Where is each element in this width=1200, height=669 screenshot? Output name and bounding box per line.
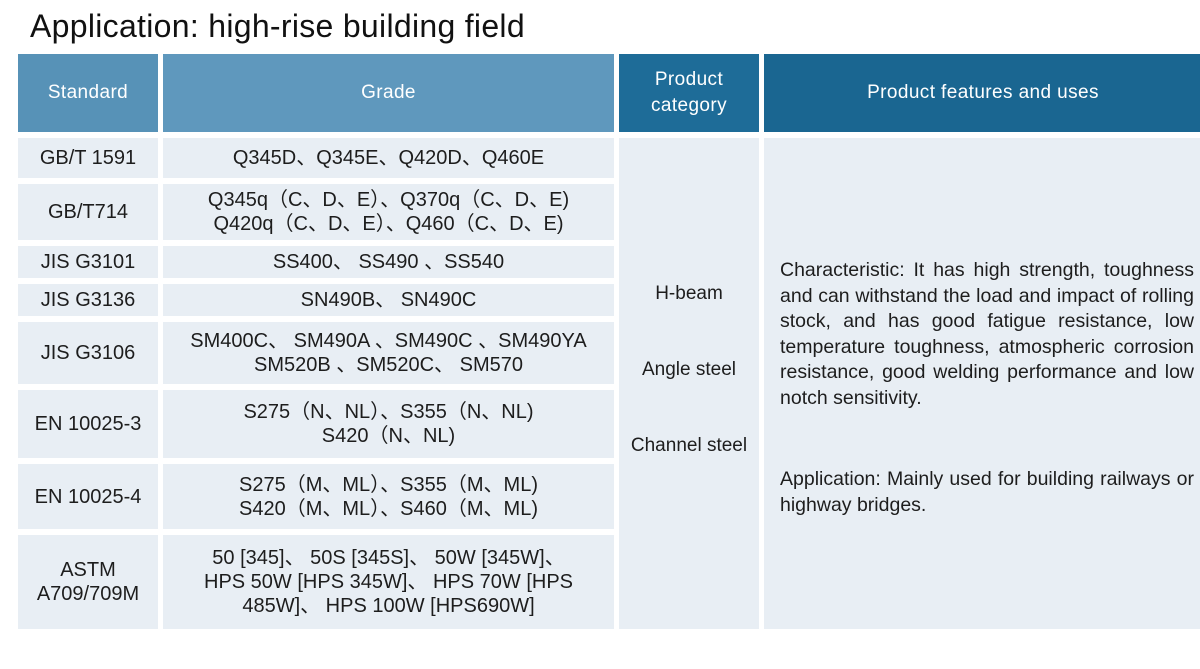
characteristic-text: Characteristic: It has high strength, to… (780, 259, 1194, 409)
grade-cell: S275（M、ML）、S355（M、ML) S420（M、ML）、S460（M、… (163, 464, 614, 529)
category-h-beam: H-beam (655, 282, 723, 304)
header-grade: Grade (163, 54, 614, 132)
product-category-cell: H-beam Angle steel Channel steel (619, 138, 759, 629)
grade-line: Q345D、Q345E、Q420D、Q460E (232, 147, 545, 169)
product-features-cell: Characteristic: It has high strength, to… (764, 138, 1200, 629)
grade-cell: SM400C、 SM490A 、SM490C 、SM490YA SM520B 、… (163, 322, 614, 384)
grade-line: SM520B 、SM520C、 SM570 (253, 354, 523, 376)
grade-cell: SN490B、 SN490C (163, 284, 614, 316)
grade-line: SS400、 SS490 、SS540 (272, 251, 505, 273)
category-angle-steel: Angle steel (641, 358, 736, 380)
application-text: Application: Mainly used for building ra… (780, 468, 1194, 516)
grade-line: SM400C、 SM490A 、SM490C 、SM490YA (190, 330, 587, 352)
grade-line: SN490B、 SN490C (300, 289, 477, 311)
standard-cell: GB/T 1591 (18, 138, 158, 178)
standard-cell: JIS G3106 (18, 322, 158, 384)
standard-line: ASTM (60, 559, 116, 581)
header-features: Product features and uses (764, 54, 1200, 132)
grade-line: S275（M、ML）、S355（M、ML) (239, 473, 538, 496)
grade-line: S420（N、NL) (321, 425, 456, 447)
header-product-category: Product category (619, 54, 759, 132)
grade-cell: Q345D、Q345E、Q420D、Q460E (163, 138, 614, 178)
standard-cell: EN 10025-4 (18, 464, 158, 529)
category-channel-steel: Channel steel (630, 434, 748, 456)
grade-cell: Q345q（C、D、E）、Q370q（C、D、E) Q420q（C、D、E）、Q… (163, 184, 614, 240)
standard-line: A709/709M (36, 583, 140, 605)
grade-line: 50 [345]、 50S [345S]、 50W [345W]、 (212, 547, 565, 569)
standard-cell: JIS G3101 (18, 246, 158, 278)
page-title: Application: high-rise building field (30, 8, 525, 44)
grade-line: S275（N、NL）、S355（N、NL) (243, 401, 534, 423)
grade-cell: SS400、 SS490 、SS540 (163, 246, 614, 278)
grade-line: HPS 50W [HPS 345W]、 HPS 70W [HPS (204, 571, 573, 593)
standard-cell: EN 10025-3 (18, 390, 158, 458)
grade-cell: S275（N、NL）、S355（N、NL) S420（N、NL) (163, 390, 614, 458)
grade-line: S420（M、ML）、S460（M、ML) (239, 497, 538, 520)
standard-cell: JIS G3136 (18, 284, 158, 316)
header-category-line2: category (650, 95, 728, 116)
grade-cell: 50 [345]、 50S [345S]、 50W [345W]、 HPS 50… (163, 535, 614, 629)
standard-cell: GB/T714 (18, 184, 158, 240)
spec-table: Standard Grade Product category Product … (18, 54, 1200, 629)
grade-line: 485W]、 HPS 100W [HPS690W] (242, 595, 535, 617)
header-standard: Standard (18, 54, 158, 132)
standard-cell: ASTM A709/709M (18, 535, 158, 629)
grade-line: Q420q（C、D、E）、Q460（C、D、E) (213, 213, 564, 235)
grade-line: Q345q（C、D、E）、Q370q（C、D、E) (207, 189, 570, 211)
header-category-line1: Product (654, 69, 724, 90)
